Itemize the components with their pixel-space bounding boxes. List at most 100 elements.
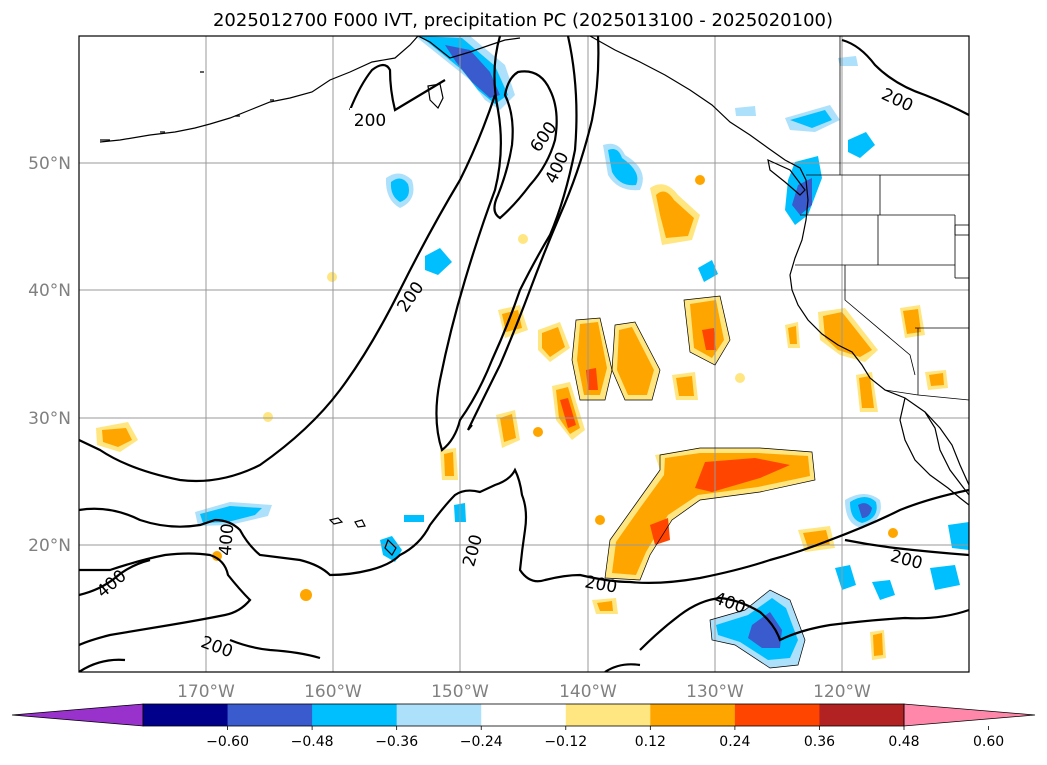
lon-ticks: 170°W 160°W 150°W 140°W 130°W 120°W [177, 682, 871, 702]
alaska-coast-2 [417, 36, 521, 59]
pos-blob-13-core [859, 376, 874, 408]
pos-blob-19 [300, 589, 312, 601]
hawaii-3 [384, 538, 397, 556]
contour-bottom-2 [604, 663, 641, 672]
pos-blob-20 [212, 551, 222, 561]
contour-label: 200 [354, 111, 386, 131]
neg-blob-10 [380, 536, 402, 562]
vancouver-island [767, 158, 806, 196]
lon-label: 150°W [431, 682, 489, 702]
pos-blob-21 [263, 412, 273, 422]
alaska-coast [99, 36, 419, 143]
lat-label: 20°N [28, 536, 71, 556]
lon-label: 170°W [177, 682, 235, 702]
pos-blob-18-core [597, 601, 613, 611]
pos-blob-16-core [873, 633, 883, 656]
lat-label: 40°N [28, 281, 71, 301]
pos-blob-17-core [788, 326, 797, 344]
colorbar-segment [143, 704, 229, 726]
neg-blob-6 [848, 132, 875, 158]
coastlines [99, 36, 969, 556]
colorbar-segment [650, 704, 736, 726]
graticule [79, 36, 969, 672]
pos-blob-7-red [560, 398, 576, 428]
ivt-contours [79, 36, 969, 672]
contour-400-south [229, 638, 321, 660]
neg-blob-5-core [790, 110, 832, 128]
pos-blob-big-core [612, 453, 810, 575]
map-layers: 200 600 400 200 200 400 400 200 200 400 … [79, 36, 969, 672]
colorbar: −0.60 −0.48 −0.36 −0.24 −0.12 0.12 0.24 0.36 0.4… [11, 703, 1036, 750]
neg-blob-aleutian-core [445, 45, 500, 98]
pos-blob-4-red [586, 368, 598, 390]
colorbar-segment [312, 704, 398, 726]
pos-blob-8-core [500, 414, 516, 442]
hawaii-2 [354, 519, 366, 528]
colorbar-segment [227, 704, 313, 726]
colorbar-tick-label: 0.36 [804, 734, 835, 750]
gulf-coast [924, 411, 969, 496]
colorbar-tick-label: 0.60 [973, 734, 1004, 750]
pos-blob-big-red2 [650, 518, 670, 545]
colorbar-extend-low [11, 703, 144, 727]
colorbar-tick-label: −0.48 [291, 734, 334, 750]
neg-blob-15 [835, 565, 856, 590]
pos-blob-big-red [695, 458, 790, 492]
colorbar-tick-label: −0.36 [375, 734, 418, 750]
neg-blob-2 [425, 248, 452, 275]
pos-blob-14-core [929, 373, 944, 386]
contour-200-west [79, 94, 497, 483]
pos-blob-4-core [577, 322, 607, 395]
pos-blob-11-core [823, 312, 872, 357]
colorbar-tick-label: −0.24 [460, 734, 503, 750]
pos-blob-6-red [702, 328, 716, 350]
aleutian-dots [100, 71, 274, 141]
pos-blob-26 [695, 175, 705, 185]
neg-blob-19 [735, 106, 756, 116]
map-frame [78, 35, 970, 673]
neg-blob-4 [698, 260, 718, 282]
contour-400 [435, 36, 578, 452]
neg-blob-12 [404, 515, 424, 522]
pos-blob-22 [327, 272, 337, 282]
contour-200-south [79, 467, 969, 584]
contour-600 [493, 70, 558, 220]
contour-400-sw [79, 558, 151, 597]
pos-blob-1-core [656, 191, 694, 238]
lat-label: 30°N [28, 409, 71, 429]
lon-label: 120°W [813, 682, 871, 702]
pos-blob-w1-core [102, 428, 132, 447]
baja [899, 397, 969, 506]
pos-blob-3-core [542, 327, 565, 357]
neg-blob-16 [872, 580, 895, 600]
neg-blob-18 [948, 522, 969, 550]
neg-blob-1-core [390, 178, 409, 202]
contour-400-west [79, 552, 252, 647]
thin-contours [571, 295, 816, 669]
neg-blob-14-core [858, 503, 872, 518]
contour-label: 400 [216, 523, 239, 557]
colorbar-segment [396, 704, 482, 726]
colorbar-segment [819, 704, 905, 726]
colorbar-tick-label: −0.60 [206, 734, 249, 750]
neg-blob-17 [930, 565, 960, 590]
contour-200-north [348, 63, 446, 112]
pos-blob-27 [735, 373, 745, 383]
colorbar-segment [734, 704, 820, 726]
colorbar-tick-label: −0.12 [544, 734, 587, 750]
neg-blob-13-core [748, 612, 782, 648]
lon-label: 160°W [304, 682, 362, 702]
pos-blob-9-core [444, 452, 454, 476]
contour-200-east [841, 38, 969, 116]
neg-blob-3-core [608, 149, 638, 186]
colorbar-tick-label: 0.12 [635, 734, 666, 750]
precip-shading [96, 36, 969, 668]
lon-label: 140°W [559, 682, 617, 702]
colorbar-segment [481, 704, 567, 726]
state-borders [795, 36, 969, 401]
hawaii-1 [328, 517, 344, 525]
colorbar-tick-label: 0.24 [719, 734, 750, 750]
colorbar-extend-high [903, 703, 1036, 727]
pos-blob-10-core [676, 376, 694, 396]
contour-bottom [79, 658, 126, 672]
